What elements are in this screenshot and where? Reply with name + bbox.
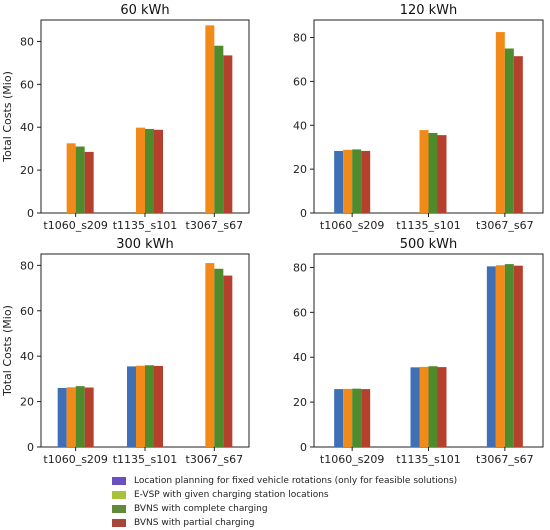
bar [223, 275, 233, 447]
bar [513, 265, 523, 447]
chart-title: 300 kWh [116, 237, 174, 252]
bar [223, 55, 233, 214]
y-tick-label: 0 [300, 441, 307, 454]
y-tick-label: 60 [20, 78, 34, 91]
bar [437, 367, 447, 447]
bar [145, 365, 154, 447]
bar [486, 266, 496, 447]
bar [410, 367, 420, 447]
legend-label: BVNS with partial charging [134, 518, 255, 528]
bar [57, 387, 67, 447]
bar [154, 365, 163, 447]
bar [205, 25, 215, 213]
y-tick-label: 20 [293, 163, 307, 176]
bar [75, 386, 85, 447]
legend-item: BVNS with partial charging [112, 516, 532, 530]
x-tick-label: t1060_s209 [320, 453, 385, 466]
y-tick-label: 80 [293, 32, 307, 45]
chart-title: 500 kWh [400, 237, 458, 252]
x-tick-label: t3067_s67 [476, 219, 534, 232]
x-tick-label: t1135_s101 [113, 453, 178, 466]
x-tick-label: t1135_s101 [396, 453, 461, 466]
y-tick-label: 40 [20, 121, 34, 134]
bar [343, 149, 353, 213]
bar [145, 128, 154, 213]
bar [84, 387, 94, 447]
bar [154, 129, 163, 213]
y-tick-label: 0 [300, 207, 307, 220]
legend-item: E-VSP with given charging station locati… [112, 488, 532, 502]
bar [361, 389, 371, 447]
y-tick-label: 0 [27, 441, 34, 454]
chart-title: 60 kWh [120, 3, 169, 18]
y-tick-label: 20 [20, 396, 34, 409]
bar [352, 149, 362, 213]
bar [84, 151, 94, 213]
x-tick-label: t3067_s67 [186, 453, 244, 466]
chart-title: 120 kWh [400, 3, 458, 18]
bar [66, 387, 76, 447]
bar [428, 132, 438, 213]
bar [214, 45, 224, 213]
y-tick-label: 80 [20, 259, 34, 272]
chart-legend: Location planning for fixed vehicle rota… [112, 474, 532, 530]
y-tick-label: 40 [293, 351, 307, 364]
x-tick-label: t3067_s67 [186, 219, 244, 232]
legend-swatch-location-planning [112, 477, 126, 485]
bar [205, 263, 215, 447]
y-tick-label: 20 [293, 396, 307, 409]
y-tick-label: 40 [293, 119, 307, 132]
bar [361, 150, 371, 213]
bar [66, 143, 76, 213]
bar [504, 264, 514, 447]
bar [214, 268, 224, 447]
x-tick-label: t1135_s101 [113, 219, 178, 232]
legend-item: BVNS with complete charging [112, 502, 532, 516]
legend-label: E-VSP with given charging station locati… [134, 490, 329, 500]
legend-swatch-bvns-complete [112, 505, 126, 513]
bar [75, 146, 85, 213]
legend-swatch-bvns-partial [112, 519, 126, 527]
y-tick-label: 0 [27, 207, 34, 220]
bar [419, 130, 429, 213]
bar [334, 389, 344, 447]
bar [127, 366, 136, 447]
bar [428, 366, 438, 447]
x-tick-label: t1060_s209 [320, 219, 385, 232]
bar [343, 388, 353, 447]
bar [495, 32, 505, 213]
y-tick-label: 40 [20, 350, 34, 363]
bar [136, 127, 145, 213]
bar [495, 265, 505, 447]
legend-label: BVNS with complete charging [134, 504, 268, 514]
x-tick-label: t1060_s209 [43, 453, 108, 466]
bar [419, 366, 429, 447]
y-axis-label: Total Costs (Mio) [1, 71, 14, 163]
bar [437, 135, 447, 213]
bar [352, 388, 362, 447]
bar [334, 150, 344, 213]
x-tick-label: t1060_s209 [43, 219, 108, 232]
x-tick-label: t1135_s101 [396, 219, 461, 232]
y-tick-label: 20 [20, 164, 34, 177]
legend-swatch-evsp [112, 491, 126, 499]
bar [513, 56, 523, 213]
y-tick-label: 60 [293, 75, 307, 88]
y-tick-label: 80 [20, 35, 34, 48]
x-tick-label: t3067_s67 [476, 453, 534, 466]
bar [136, 365, 145, 447]
y-tick-label: 60 [293, 306, 307, 319]
y-tick-label: 60 [20, 305, 34, 318]
legend-label: Location planning for fixed vehicle rota… [134, 476, 458, 486]
legend-item: Location planning for fixed vehicle rota… [112, 474, 532, 488]
bar [504, 48, 514, 213]
y-tick-label: 80 [293, 261, 307, 274]
y-axis-label: Total Costs (Mio) [1, 305, 14, 397]
